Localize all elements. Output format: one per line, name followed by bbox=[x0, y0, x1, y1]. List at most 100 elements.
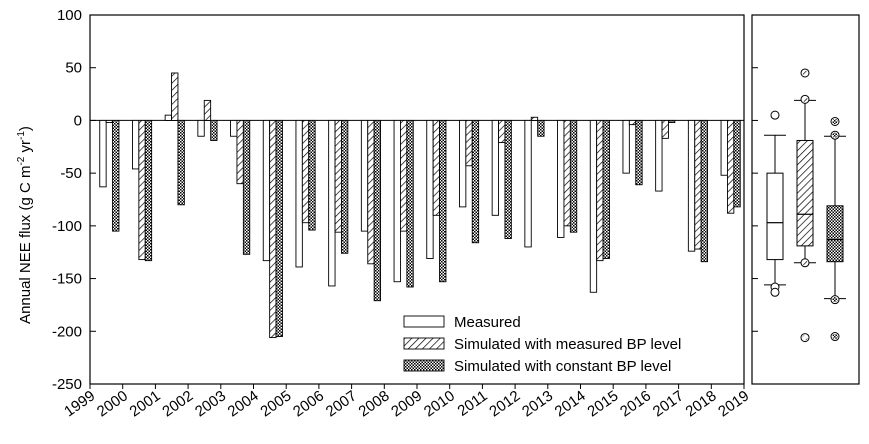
boxplot-outlier bbox=[770, 110, 780, 120]
bar-hatch-2004 bbox=[236, 119, 244, 185]
bar-open-2014 bbox=[557, 119, 565, 238]
bar-crosshatch-2011 bbox=[471, 119, 480, 244]
x-tick-label: 2005 bbox=[257, 387, 294, 420]
bar-open-2016 bbox=[622, 119, 630, 174]
boxplot-box bbox=[766, 172, 784, 261]
boxplot-outlier bbox=[770, 287, 780, 297]
legend-swatch-crosshatch bbox=[403, 359, 445, 372]
x-tick-label: 2000 bbox=[94, 387, 131, 420]
bar-open-2000 bbox=[99, 119, 107, 188]
x-tick-label: 2003 bbox=[192, 387, 229, 420]
boxplot-box bbox=[826, 205, 844, 263]
bar-crosshatch-2016 bbox=[635, 119, 643, 186]
x-tick-label: 2006 bbox=[290, 387, 327, 420]
bar-group bbox=[99, 72, 741, 339]
y-tick-label: 100 bbox=[57, 7, 82, 24]
bar-hatch-2000 bbox=[105, 119, 114, 123]
x-tick-label: 2012 bbox=[486, 387, 523, 420]
bar-crosshatch-2004 bbox=[242, 119, 251, 255]
bar-crosshatch-2007 bbox=[341, 119, 349, 254]
bar-hatch-2002 bbox=[171, 72, 179, 121]
y-axis-title-mid: yr bbox=[17, 140, 34, 157]
bar-hatch-2016 bbox=[628, 119, 637, 126]
legend: Measured Simulated with measured BP level… bbox=[403, 314, 681, 375]
bar-crosshatch-2014 bbox=[569, 119, 578, 233]
y-tick-label: 50 bbox=[65, 60, 82, 77]
legend-label-hatch: Simulated with measured BP level bbox=[454, 336, 681, 353]
x-tick-label: 2001 bbox=[127, 387, 164, 420]
bar-hatch-2006 bbox=[301, 119, 310, 224]
bar-open-2010 bbox=[426, 119, 434, 259]
y-axis-title-sup2: -1 bbox=[16, 131, 27, 140]
bar-open-2011 bbox=[459, 119, 467, 208]
x-tick-label: 2008 bbox=[356, 387, 393, 420]
y-tick-label: -250 bbox=[52, 376, 82, 393]
y-axis-title-sup1: -2 bbox=[16, 156, 27, 165]
bar-crosshatch-2002 bbox=[177, 119, 185, 206]
x-tick-label: 2019 bbox=[715, 387, 752, 420]
x-tick-label: 2013 bbox=[519, 387, 556, 420]
legend-label-open: Measured bbox=[454, 314, 521, 331]
x-tick-label: 2017 bbox=[650, 387, 687, 420]
bar-crosshatch-2000 bbox=[112, 119, 120, 232]
bar-crosshatch-2018 bbox=[700, 119, 709, 263]
y-axis-title-end: ) bbox=[17, 126, 34, 131]
bar-open-2006 bbox=[295, 119, 303, 268]
boxplot-crosshatch bbox=[824, 116, 846, 342]
y-axis-title: Annual NEE flux (g C m-2 yr-1) bbox=[16, 126, 34, 324]
boxplot-outlier-fill bbox=[832, 333, 838, 340]
bar-hatch-2008 bbox=[367, 119, 375, 265]
boxplot-outlier-fill bbox=[802, 335, 808, 341]
boxplot-outlier-fill bbox=[802, 260, 808, 266]
bar-open-2003 bbox=[197, 119, 205, 137]
bar-hatch-2003 bbox=[203, 99, 212, 121]
bar-crosshatch-2017 bbox=[668, 119, 676, 123]
bar-crosshatch-2010 bbox=[439, 119, 447, 283]
bar-crosshatch-2015 bbox=[602, 119, 610, 259]
legend-swatch-hatch bbox=[403, 337, 445, 350]
bar-crosshatch-2013 bbox=[537, 119, 545, 137]
boxplot-outlier-fill bbox=[802, 70, 808, 76]
bar-hatch-2009 bbox=[400, 119, 408, 232]
bar-open-2019 bbox=[720, 119, 728, 176]
boxplot-outlier-fill bbox=[832, 118, 838, 125]
x-tick-label: 2007 bbox=[323, 387, 360, 420]
bar-hatch-2012 bbox=[498, 119, 506, 144]
bar-hatch-2010 bbox=[432, 119, 440, 216]
bar-hatch-2019 bbox=[727, 119, 735, 214]
bar-hatch-2001 bbox=[138, 119, 146, 261]
bar-open-2012 bbox=[491, 119, 499, 216]
bar-hatch-2013 bbox=[530, 116, 539, 121]
x-tick-label: 2014 bbox=[552, 387, 589, 420]
bar-open-2007 bbox=[328, 119, 336, 287]
bar-open-2013 bbox=[524, 119, 532, 248]
bar-hatch-2018 bbox=[694, 119, 702, 250]
bar-hatch-2005 bbox=[269, 119, 277, 339]
bar-open-2002 bbox=[164, 114, 172, 121]
legend-label-crosshatch: Simulated with constant BP level bbox=[454, 358, 671, 375]
x-tick-label: 2009 bbox=[388, 387, 425, 420]
bar-open-2018 bbox=[687, 119, 696, 252]
y-tick-label: 0 bbox=[74, 112, 82, 129]
bar-hatch-2011 bbox=[465, 119, 473, 167]
bar-crosshatch-2019 bbox=[733, 119, 741, 208]
boxplot-frame bbox=[751, 14, 860, 385]
x-tick-label: 2011 bbox=[455, 387, 491, 419]
bar-crosshatch-2008 bbox=[373, 119, 381, 302]
y-axis-title-main: Annual NEE flux (g C m bbox=[17, 166, 34, 324]
bar-open-2015 bbox=[589, 119, 598, 293]
bar-hatch-2014 bbox=[563, 119, 571, 227]
bar-crosshatch-2001 bbox=[144, 119, 153, 262]
x-tick-label: 2004 bbox=[225, 387, 262, 420]
boxplot-outlier-fill bbox=[802, 96, 808, 102]
bar-crosshatch-2005 bbox=[275, 119, 283, 338]
bar-open-2017 bbox=[655, 119, 663, 192]
y-tick-label: -50 bbox=[60, 165, 82, 182]
boxplot-hatch bbox=[794, 68, 816, 343]
boxplot-open bbox=[764, 110, 786, 297]
y-tick-label: -100 bbox=[52, 218, 82, 235]
svg-text:Annual NEE flux (g C m-2 yr-1): Annual NEE flux (g C m-2 yr-1) bbox=[16, 126, 34, 324]
x-tick-label: 2016 bbox=[617, 387, 654, 420]
y-tick-label: -150 bbox=[52, 271, 82, 288]
